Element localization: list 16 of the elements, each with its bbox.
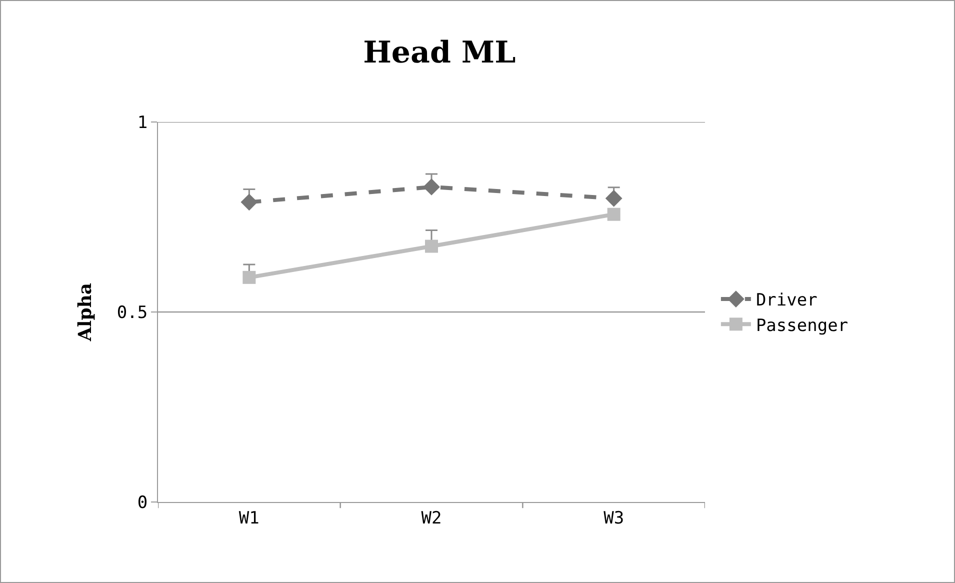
legend-label: Driver xyxy=(756,290,818,311)
y-tick-label: 0 xyxy=(137,492,148,513)
x-tick-label: W2 xyxy=(421,508,442,528)
point xyxy=(242,270,256,284)
y-axis-title: Alpha xyxy=(75,282,96,342)
point xyxy=(423,178,440,196)
y-tick-label: 1 xyxy=(137,112,148,133)
chart-title: Head ML xyxy=(363,36,516,71)
point xyxy=(240,194,258,211)
point xyxy=(425,240,438,253)
x-tick-label: W3 xyxy=(604,508,624,528)
x-tick-label: W1 xyxy=(238,508,260,528)
y-tick-label: 0.5 xyxy=(116,302,148,323)
point xyxy=(605,190,622,207)
legend-label: Passenger xyxy=(756,316,848,336)
point xyxy=(607,208,620,221)
